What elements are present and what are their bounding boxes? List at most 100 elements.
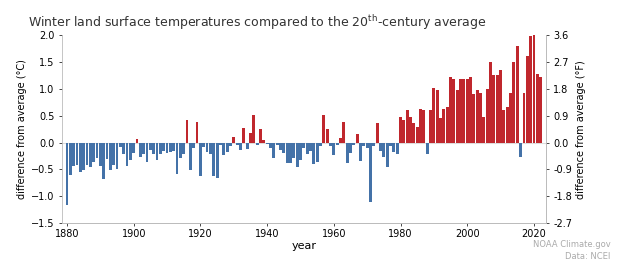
Bar bbox=[86, 143, 89, 165]
Bar bbox=[119, 143, 122, 147]
Bar bbox=[516, 46, 519, 143]
Bar bbox=[506, 107, 508, 143]
Bar bbox=[376, 123, 379, 143]
Bar bbox=[416, 126, 419, 143]
Bar bbox=[132, 143, 135, 153]
Bar bbox=[199, 143, 202, 176]
Text: NOAA Climate.gov
Data: NCEI: NOAA Climate.gov Data: NCEI bbox=[533, 240, 611, 261]
Bar bbox=[306, 143, 309, 154]
Bar bbox=[223, 143, 225, 156]
Bar bbox=[255, 143, 259, 145]
Bar bbox=[453, 79, 455, 143]
Bar bbox=[276, 143, 278, 145]
Bar bbox=[402, 120, 405, 143]
Bar bbox=[236, 143, 239, 145]
Bar bbox=[352, 143, 355, 145]
Bar bbox=[509, 93, 512, 143]
Bar bbox=[466, 79, 469, 143]
Bar bbox=[426, 143, 428, 154]
Bar bbox=[373, 143, 375, 146]
X-axis label: year: year bbox=[291, 241, 316, 251]
Bar bbox=[336, 143, 339, 145]
Bar bbox=[153, 143, 155, 154]
Bar bbox=[513, 62, 515, 143]
Bar bbox=[66, 143, 68, 205]
Bar bbox=[496, 75, 498, 143]
Bar bbox=[399, 117, 402, 143]
Bar bbox=[533, 35, 535, 143]
Bar bbox=[322, 115, 326, 143]
Bar bbox=[476, 90, 479, 143]
Bar bbox=[166, 143, 169, 153]
Bar bbox=[242, 128, 245, 143]
Bar bbox=[309, 143, 312, 151]
Bar bbox=[202, 143, 205, 147]
Bar bbox=[446, 107, 449, 143]
Bar bbox=[239, 143, 242, 150]
Bar bbox=[172, 143, 175, 151]
Bar bbox=[289, 143, 292, 163]
Bar bbox=[112, 143, 115, 165]
Bar bbox=[146, 143, 148, 162]
Bar bbox=[369, 143, 372, 202]
Bar bbox=[159, 143, 162, 154]
Bar bbox=[482, 117, 485, 143]
Bar bbox=[115, 143, 118, 169]
Bar bbox=[269, 143, 272, 148]
Bar bbox=[303, 143, 305, 148]
Bar bbox=[342, 122, 345, 143]
Bar bbox=[316, 143, 319, 162]
Bar bbox=[122, 143, 125, 154]
Bar bbox=[252, 115, 255, 143]
Bar bbox=[319, 143, 322, 146]
Bar bbox=[162, 143, 165, 151]
Bar bbox=[156, 143, 159, 160]
Bar bbox=[219, 143, 222, 145]
Bar bbox=[405, 110, 409, 143]
Bar bbox=[359, 143, 362, 161]
Bar bbox=[386, 143, 389, 167]
Bar bbox=[329, 143, 332, 146]
Bar bbox=[346, 143, 348, 163]
Bar bbox=[356, 134, 358, 143]
Bar bbox=[519, 143, 522, 157]
Bar bbox=[469, 77, 472, 143]
Bar bbox=[249, 133, 252, 143]
Bar bbox=[229, 143, 232, 146]
Bar bbox=[379, 143, 382, 151]
Bar bbox=[209, 143, 212, 154]
Bar bbox=[139, 143, 142, 157]
Bar bbox=[109, 143, 112, 171]
Bar bbox=[293, 143, 295, 157]
Bar bbox=[175, 143, 179, 174]
Bar bbox=[422, 110, 425, 143]
Bar bbox=[105, 143, 108, 159]
Bar bbox=[539, 77, 542, 143]
Bar bbox=[179, 143, 182, 157]
Bar bbox=[339, 138, 342, 143]
Bar bbox=[492, 75, 495, 143]
Y-axis label: difference from average (°F): difference from average (°F) bbox=[577, 60, 587, 199]
Bar bbox=[499, 70, 502, 143]
Bar bbox=[296, 143, 299, 167]
Bar bbox=[536, 74, 539, 143]
Bar bbox=[185, 120, 188, 143]
Bar bbox=[349, 143, 352, 153]
Bar bbox=[332, 143, 335, 156]
Bar bbox=[92, 143, 95, 162]
Bar bbox=[279, 143, 282, 150]
Bar bbox=[439, 118, 442, 143]
Bar bbox=[232, 137, 235, 143]
Bar bbox=[326, 129, 329, 143]
Bar bbox=[472, 94, 476, 143]
Bar bbox=[73, 143, 75, 166]
Bar bbox=[392, 143, 396, 152]
Bar bbox=[206, 143, 208, 152]
Bar bbox=[436, 90, 438, 143]
Bar bbox=[149, 143, 152, 150]
Bar bbox=[272, 143, 275, 157]
Bar bbox=[299, 143, 302, 160]
Bar bbox=[502, 110, 505, 143]
Bar bbox=[189, 143, 192, 171]
Bar bbox=[95, 143, 99, 157]
